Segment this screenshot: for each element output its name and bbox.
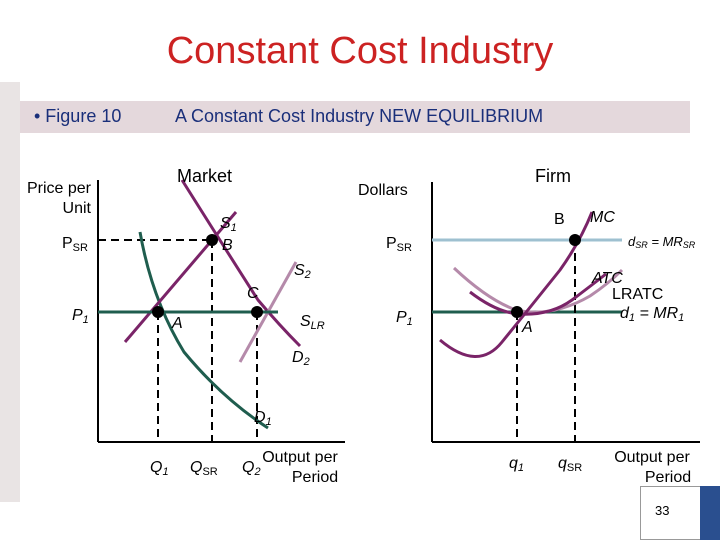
- firm-atc-label: ATC: [591, 270, 623, 287]
- market-x-label-1: Output per: [262, 449, 338, 466]
- firm-lratc-label: LRATC: [612, 286, 663, 303]
- page-number: 33: [655, 503, 670, 518]
- market-point-b-label: B: [222, 237, 233, 254]
- market-point-b: [206, 234, 218, 246]
- slide-title: Constant Cost Industry: [166, 30, 554, 72]
- firm-x-label-1: Output per: [614, 449, 690, 466]
- firm-point-a: [511, 306, 523, 318]
- market-s1-curve: [123, 211, 238, 343]
- firm-mc-label: MC: [590, 209, 615, 226]
- firm-atc-curve: [469, 272, 607, 316]
- market-q1-label: Q1: [150, 459, 169, 478]
- market-slr-label: SLR: [300, 313, 325, 332]
- market-d1-label: D1: [254, 409, 272, 428]
- market-p1-label: P1: [72, 307, 89, 326]
- footer-frame: [640, 486, 700, 540]
- firm-point-b: [569, 234, 581, 246]
- firm-qsr-label: qSR: [558, 455, 582, 474]
- firm-q1-label: q1: [509, 455, 524, 474]
- market-x-label-2: Period: [292, 469, 338, 486]
- market-s1-label: S1: [220, 215, 237, 234]
- firm-p1-label: P1: [396, 309, 413, 328]
- market-heading: Market: [177, 166, 232, 186]
- firm-y-label: Dollars: [358, 182, 408, 199]
- market-d2-curve: [180, 179, 302, 348]
- footer-accent-bar: [700, 486, 720, 540]
- market-point-a-label: A: [171, 315, 183, 332]
- firm-point-b-label: B: [554, 211, 565, 228]
- firm-x-label-2: Period: [645, 469, 691, 486]
- market-y-label-2: Unit: [63, 200, 92, 217]
- caption-band: [20, 101, 690, 133]
- market-d1-curve: [138, 231, 269, 430]
- firm-dsr-label: dSR = MRSR: [628, 234, 696, 250]
- market-y-label-1: Price per: [27, 180, 92, 197]
- market-s2-label: S2: [294, 262, 311, 281]
- market-psr-label: PSR: [62, 235, 88, 254]
- firm-psr-label: PSR: [386, 235, 412, 254]
- firm-point-a-label: A: [521, 319, 533, 336]
- market-q2-label: Q2: [242, 459, 261, 478]
- market-point-a: [152, 306, 164, 318]
- firm-mc-curve: [439, 211, 594, 358]
- market-qsr-label: QSR: [190, 459, 218, 478]
- market-point-c: [251, 306, 263, 318]
- figure-caption: A Constant Cost Industry NEW EQUILIBRIUM: [175, 106, 544, 126]
- firm-heading: Firm: [535, 166, 571, 186]
- market-point-c-label: C: [247, 285, 259, 302]
- firm-d1-label: d1 = MR1: [620, 305, 684, 324]
- market-d2-label: D2: [292, 349, 310, 368]
- left-decor-bar: [0, 82, 20, 502]
- figure-number: • Figure 10: [34, 106, 122, 126]
